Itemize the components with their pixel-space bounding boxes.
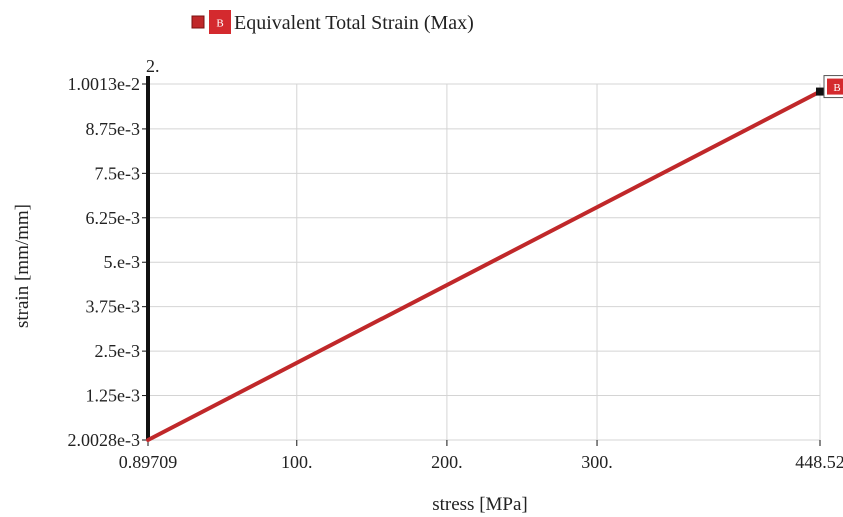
axis-marker-label: 2.	[146, 56, 160, 76]
axis-labels: 2.0028e-3 1.25e-3 2.5e-3 3.75e-3 5.e-3 6.25e-…	[12, 56, 843, 515]
data-point	[146, 438, 150, 442]
y-tick-label: 1.0013e-2	[68, 74, 140, 94]
series-badge[interactable]	[827, 78, 843, 95]
y-axis-title: strain [mm/mm]	[12, 204, 33, 328]
axes	[142, 76, 821, 446]
y-tick-label: 2.5e-3	[95, 341, 140, 361]
y-tick-label: 7.5e-3	[95, 163, 140, 183]
y-tick-label: 1.25e-3	[86, 386, 140, 406]
y-tick-label: 5.e-3	[104, 252, 140, 272]
series-line	[146, 89, 822, 442]
x-tick-label: 0.89709	[119, 452, 178, 472]
legend[interactable]: B Equivalent Total Strain (Max)	[191, 10, 474, 34]
x-tick-label: 200.	[431, 452, 463, 472]
legend-badge[interactable]	[209, 10, 231, 34]
y-tick-label: 8.75e-3	[86, 119, 140, 139]
x-tick-label: 100.	[281, 452, 313, 472]
y-tick-label: 3.75e-3	[86, 297, 140, 317]
y-tick-label: 6.25e-3	[86, 208, 140, 228]
series-layer: B	[146, 75, 843, 442]
y-tick-label: 2.0028e-3	[68, 430, 140, 450]
x-axis-title: stress [MPa]	[432, 494, 528, 515]
legend-label: Equivalent Total Strain (Max)	[234, 12, 474, 34]
legend-badge-text: B	[216, 18, 223, 30]
series-badge-text: B	[833, 82, 840, 94]
x-tick-label: 448.52	[795, 452, 843, 472]
series-end-marker	[816, 87, 824, 96]
x-tick-label: 300.	[581, 452, 613, 472]
legend-swatch[interactable]	[191, 15, 205, 29]
